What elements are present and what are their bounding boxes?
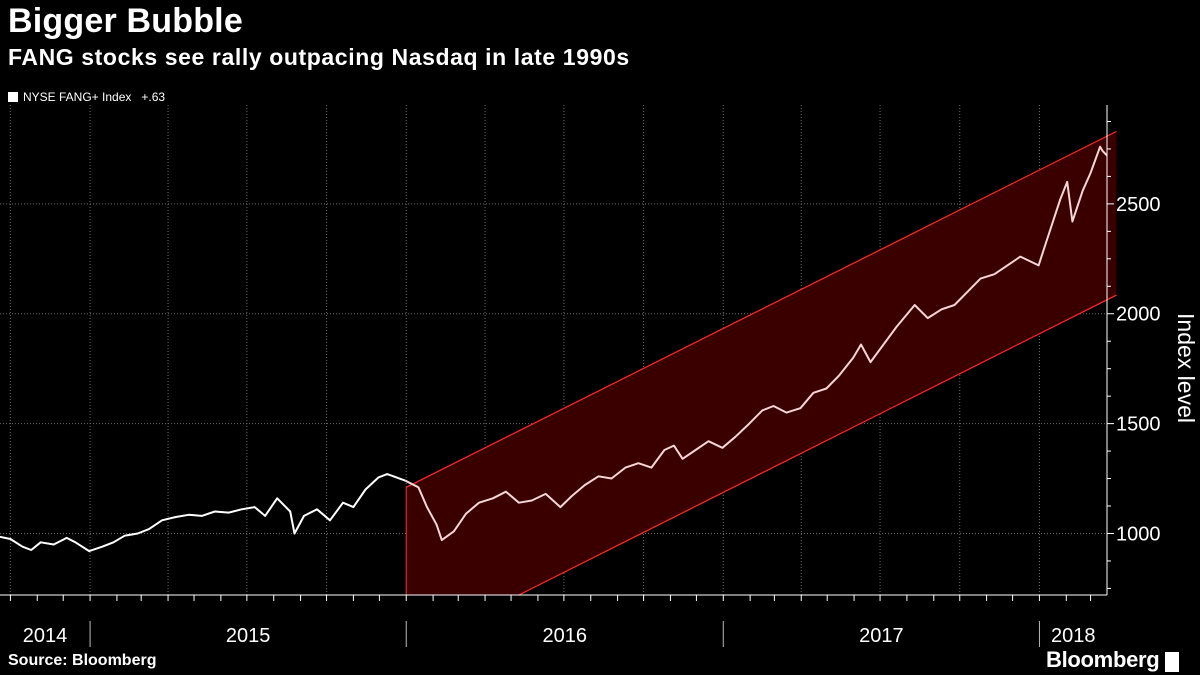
legend-swatch	[8, 92, 18, 102]
brand-name: Bloomberg	[1046, 647, 1160, 672]
trend-channel	[405, 130, 1117, 596]
x-tick-label: 2015	[226, 625, 271, 647]
legend: NYSE FANG+ Index +.63	[8, 90, 165, 104]
y-tick-label: 2000	[1116, 304, 1161, 326]
channel-upper-line	[405, 130, 1117, 488]
series-layer	[0, 145, 1108, 553]
legend-value: +.63	[141, 90, 166, 104]
legend-label: NYSE FANG+ Index	[23, 90, 132, 104]
source-note: Source: Bloomberg	[8, 652, 157, 669]
y-axis-title: Index level	[1173, 313, 1199, 423]
channel-lower-line	[518, 294, 1117, 596]
y-tick-label: 1500	[1116, 414, 1161, 436]
series-line-nyse-fang-channel	[404, 145, 1108, 542]
y-tick-label: 1000	[1116, 523, 1161, 545]
x-tick-label: 2017	[859, 625, 904, 647]
brand-mark-icon	[1165, 652, 1180, 672]
brand-logo: Bloomberg	[1046, 647, 1180, 673]
x-tick-label: 2014	[23, 625, 68, 647]
x-tick-label: 2018	[1051, 625, 1096, 647]
chart-subtitle: FANG stocks see rally outpacing Nasdaq i…	[8, 44, 630, 70]
x-tick-label: 2016	[543, 625, 588, 647]
series-line-nyse-fang	[0, 473, 406, 553]
y-tick-label: 2500	[1116, 194, 1161, 216]
channel-fill	[406, 131, 1117, 595]
axes: 1000 1500 2000 2500 Index level 2014 2015 2016 2…	[0, 105, 1199, 647]
chart-title: Bigger Bubble	[8, 2, 243, 40]
